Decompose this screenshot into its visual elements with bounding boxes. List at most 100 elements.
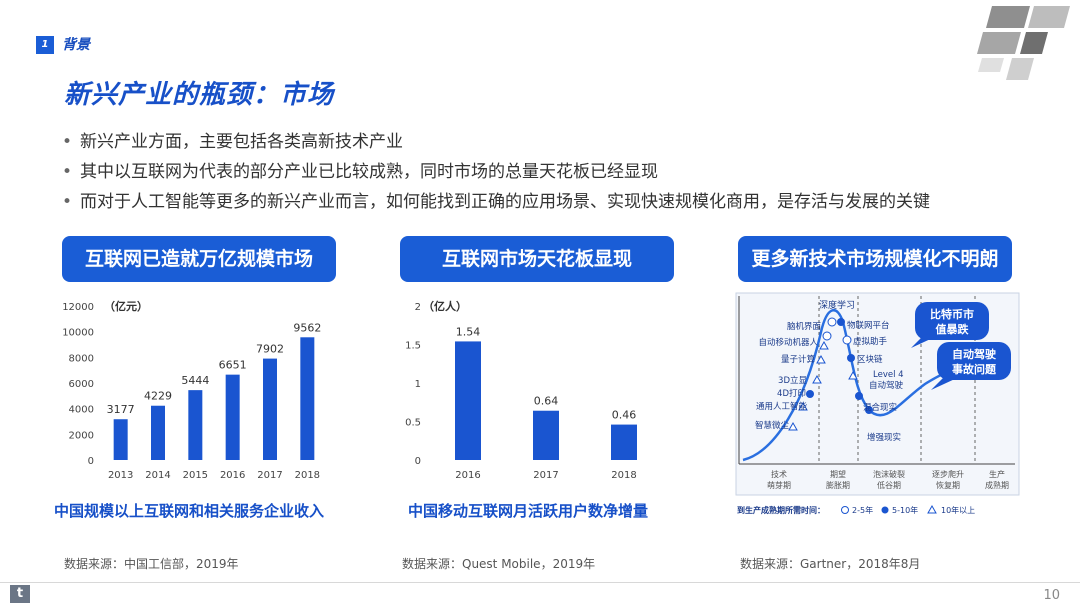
- phase-label: 技术: [771, 469, 787, 479]
- chart-unit-label: （亿元）: [104, 299, 148, 313]
- phase-label: 恢复期: [936, 480, 960, 490]
- footer-logo-icon: t: [10, 585, 30, 603]
- phase-label: 逐步爬升: [932, 469, 964, 479]
- marker-10yr-icon: [816, 354, 826, 364]
- bullet-dot-icon: •: [62, 162, 73, 182]
- section-number-badge: 1: [36, 36, 54, 54]
- y-tick-label: 8000: [69, 353, 94, 364]
- bullet-item: • 其中以互联网为代表的部分产业已比较成熟，同时市场的总量天花板已经显现: [62, 158, 930, 188]
- callout-autonomous-line1: 自动驾驶: [952, 347, 997, 361]
- label-autonomous-driving: 自动驾驶: [869, 380, 904, 391]
- callout-autonomous-tail: [931, 376, 957, 390]
- marker-10yr-icon: [798, 401, 808, 411]
- x-tick-label: 2016: [220, 470, 245, 481]
- source-note: 数据来源：Gartner，2018年8月: [740, 557, 921, 571]
- page-title: 新兴产业的瓶颈：市场: [64, 80, 335, 110]
- caption-revenue: 中国规模以上互联网和相关服务企业收入: [54, 502, 325, 520]
- x-tick-label: 2013: [108, 470, 133, 481]
- x-tick-label: 2016: [455, 470, 480, 481]
- y-tick-label: 0.5: [405, 418, 421, 429]
- legend-2-5yr: 2-5年: [852, 505, 873, 515]
- bar-value-label: 7902: [256, 343, 284, 356]
- brand-corner-logo: [977, 6, 1070, 80]
- marker-2-5yr-icon: [822, 331, 832, 341]
- callout-autonomous-line2: 事故问题: [952, 362, 997, 376]
- label-bci: 脑机界面: [787, 321, 822, 332]
- label-mixed-reality: 混合现实: [863, 402, 897, 413]
- legend-10yr-plus: 10年以上: [941, 505, 975, 515]
- legend-prefix: 到生产成熟期所需时间：: [737, 505, 825, 515]
- bullet-list: • 新兴产业方面，主要包括各类高新技术产业 • 其中以互联网为代表的部分产业已比较成…: [62, 128, 930, 218]
- chart-unit-label: （亿人）: [423, 299, 467, 313]
- source-note: 数据来源：中国工信部，2019年: [64, 557, 239, 571]
- y-tick-label: 2: [415, 302, 421, 313]
- source-note: 数据来源：Quest Mobile，2019年: [402, 557, 596, 571]
- x-tick-label: 2017: [257, 470, 282, 481]
- callout-bitcoin-line2: 值暴跌: [936, 322, 970, 336]
- bar-value-label: 5444: [181, 374, 209, 387]
- bar-value-label: 6651: [219, 359, 247, 372]
- label-agi: 通用人工智能: [756, 401, 808, 412]
- bullet-text: 新兴产业方面，主要包括各类高新技术产业: [80, 132, 403, 152]
- y-tick-label: 0: [88, 456, 94, 467]
- phase-label: 成熟期: [985, 480, 1009, 490]
- bar-value-label: 3177: [107, 403, 135, 416]
- y-tick-label: 12000: [62, 302, 94, 313]
- bar: [151, 405, 165, 460]
- marker-5-10yr-icon: [806, 390, 814, 398]
- bar-value-label: 9562: [293, 321, 321, 334]
- label-3d-display: 3D立显: [778, 375, 807, 386]
- panel-title-market-ceiling: 互联网市场天花板显现: [400, 236, 674, 282]
- phase-label: 萌芽期: [767, 480, 791, 490]
- x-tick-label: 2015: [183, 470, 208, 481]
- label-quantum: 量子计算: [781, 354, 816, 365]
- marker-10yr-icon: [848, 370, 858, 380]
- y-tick-label: 1.5: [405, 341, 421, 352]
- phase-label: 泡沫破裂: [873, 469, 905, 479]
- callout-bitcoin-line1: 比特币市: [930, 307, 974, 321]
- callout-bitcoin: [915, 302, 989, 340]
- marker-5-10yr-icon: [855, 392, 863, 400]
- hype-curve: [742, 309, 1006, 462]
- x-tick-label: 2018: [295, 470, 320, 481]
- bar: [455, 341, 481, 460]
- bar-value-label: 4229: [144, 390, 172, 403]
- marker-10yr-icon: [819, 340, 829, 350]
- label-level4: Level 4: [873, 370, 904, 380]
- bar: [533, 410, 559, 460]
- label-4d-print: 4D打印: [777, 388, 806, 399]
- chart-revenue: （亿元） 0 2000 4000 6000 8000 10000 12000 3177 2013 4…: [62, 299, 321, 481]
- x-tick-label: 2017: [533, 470, 558, 481]
- label-smart-dust: 智慧微尘: [755, 420, 790, 431]
- bullet-text: 其中以互联网为代表的部分产业已比较成熟，同时市场的总量天花板已经显现: [80, 162, 658, 182]
- page-number: 10: [1043, 588, 1060, 603]
- legend-dot-icon: [881, 506, 889, 514]
- y-tick-label: 4000: [69, 405, 94, 416]
- marker-2-5yr-icon: [842, 335, 852, 345]
- phase-label: 生产: [989, 469, 1005, 479]
- label-augmented-reality: 增强现实: [867, 432, 901, 443]
- marker-5-10yr-icon: [837, 318, 845, 326]
- x-tick-label: 2014: [145, 470, 170, 481]
- bar-value-label: 1.54: [456, 325, 481, 338]
- marker-10yr-icon: [812, 374, 822, 384]
- callout-autonomous: [937, 342, 1011, 380]
- label-iot-platform: 物联网平台: [847, 320, 890, 331]
- bullet-item: • 新兴产业方面，主要包括各类高新技术产业: [62, 128, 930, 158]
- y-tick-label: 10000: [62, 328, 94, 339]
- panel-title-new-tech: 更多新技术市场规模化不明朗: [738, 236, 1012, 282]
- label-deep-learning: 深度学习: [819, 299, 855, 311]
- marker-2-5yr-icon: [827, 317, 837, 327]
- phase-label: 膨胀期: [826, 480, 850, 490]
- bar: [188, 390, 203, 460]
- y-tick-label: 0: [415, 456, 421, 467]
- label-amr: 自动移动机器人: [758, 337, 818, 348]
- phase-label: 低谷期: [877, 480, 901, 490]
- bar: [225, 374, 240, 460]
- bullet-item: • 而对于人工智能等更多的新兴产业而言，如何能找到正确的应用场景、实现快速规模化商…: [62, 188, 930, 218]
- bullet-dot-icon: •: [62, 192, 73, 212]
- x-tick-label: 2018: [611, 470, 636, 481]
- section-label: 背景: [62, 37, 90, 53]
- callout-bitcoin-tail: [911, 334, 937, 348]
- legend-circle-icon: [841, 506, 849, 514]
